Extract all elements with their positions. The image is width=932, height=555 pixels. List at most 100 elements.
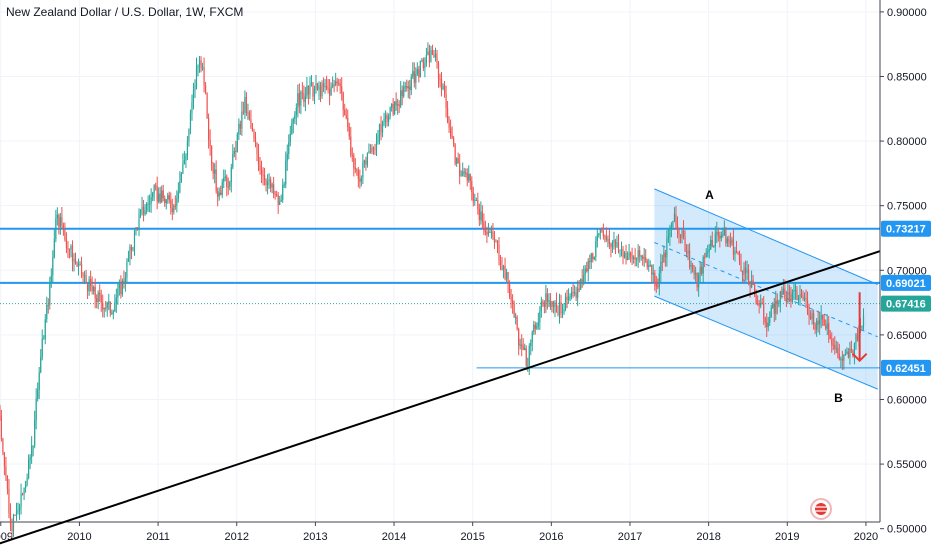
candle-body (232, 154, 233, 167)
candle-body (4, 453, 5, 467)
candle-body (483, 222, 484, 231)
candle-body (394, 101, 395, 114)
candle-body (123, 281, 124, 282)
candle-body (799, 294, 800, 298)
candle-body (2, 439, 3, 453)
candle-body (200, 60, 201, 68)
candle-body (128, 259, 129, 262)
x-tick-label: 2018 (696, 531, 720, 543)
candle-body (391, 104, 392, 108)
candle-body (647, 261, 648, 267)
candle-body (479, 209, 480, 220)
candle-body (512, 300, 513, 304)
candle-body (276, 194, 277, 195)
candle-body (583, 275, 584, 282)
candle-body (606, 237, 607, 240)
candle-body (34, 420, 35, 445)
candle-body (746, 270, 747, 273)
candle-body (334, 84, 335, 85)
candle-body (393, 104, 394, 114)
candle-body (772, 304, 773, 308)
candle-body (836, 348, 837, 349)
candle-body (405, 86, 406, 87)
candle-body (786, 299, 787, 302)
candle-body (805, 298, 806, 300)
candle-body (131, 247, 132, 250)
candle-body (625, 253, 626, 260)
candle-body (833, 345, 834, 346)
candle-body (284, 185, 285, 186)
candle-body (842, 359, 843, 361)
trendline (0, 233, 932, 544)
candle-body (70, 246, 71, 250)
x-tick-label: 2010 (67, 531, 91, 543)
candle-body (25, 485, 26, 488)
candle-body (448, 122, 449, 128)
candle-body (612, 243, 613, 247)
candle-body (627, 257, 628, 260)
candle-body (148, 204, 149, 205)
candle-body (521, 344, 522, 346)
candle-body (190, 113, 191, 129)
y-tick-label: 0.65000 (887, 330, 927, 342)
candle-body (819, 320, 820, 325)
candle-body (217, 191, 218, 196)
candle-body (486, 232, 487, 235)
candle-body (742, 270, 743, 274)
candle-body (734, 251, 735, 255)
candle-body (188, 129, 189, 141)
candle-body (126, 262, 127, 278)
candle-body (278, 195, 279, 205)
candle-body (423, 60, 424, 68)
candle-body (641, 256, 642, 257)
candle-body (445, 94, 446, 108)
candle-body (279, 202, 280, 205)
candle-body (863, 315, 864, 326)
candle-body (66, 240, 67, 248)
candle-body (374, 149, 375, 150)
candle-body (149, 204, 150, 205)
candle-body (16, 511, 17, 516)
candle-body (690, 265, 691, 267)
candle-body (269, 179, 270, 181)
price-tag-label: 0.69021 (886, 278, 926, 290)
candle-body (241, 112, 242, 129)
candle-body (61, 217, 62, 225)
candle-body (730, 241, 731, 243)
candle-body (855, 334, 856, 343)
candle-body (311, 83, 312, 86)
candle-body (566, 297, 567, 300)
candle-body (17, 510, 18, 511)
candle-body (82, 275, 83, 276)
candle-body (739, 253, 740, 261)
candle-body (530, 342, 531, 346)
candle-body (787, 292, 788, 302)
candle-body (668, 237, 669, 239)
candle-body (695, 273, 696, 275)
candle-body (618, 242, 619, 250)
candle-body (733, 239, 734, 254)
candle-body (386, 115, 387, 122)
candle-body (49, 282, 50, 305)
candle-body (495, 241, 496, 242)
candle-body (545, 293, 546, 306)
candle-body (574, 292, 575, 293)
price-tag-label: 0.73217 (886, 224, 926, 236)
candle-body (64, 230, 65, 240)
candle-body (813, 313, 814, 324)
candle-body (58, 215, 59, 227)
candle-body (701, 267, 702, 274)
candle-body (453, 138, 454, 144)
candle-body (270, 179, 271, 187)
candle-body (300, 92, 301, 105)
candle-body (527, 365, 528, 366)
candle-body (669, 230, 670, 237)
candle-body (846, 352, 847, 354)
candle-body (824, 319, 825, 326)
candle-body (526, 348, 527, 366)
candle-body (397, 104, 398, 105)
candle-body (79, 264, 80, 265)
candle-body (628, 253, 629, 257)
candle-body (182, 164, 183, 174)
candle-body (432, 50, 433, 55)
